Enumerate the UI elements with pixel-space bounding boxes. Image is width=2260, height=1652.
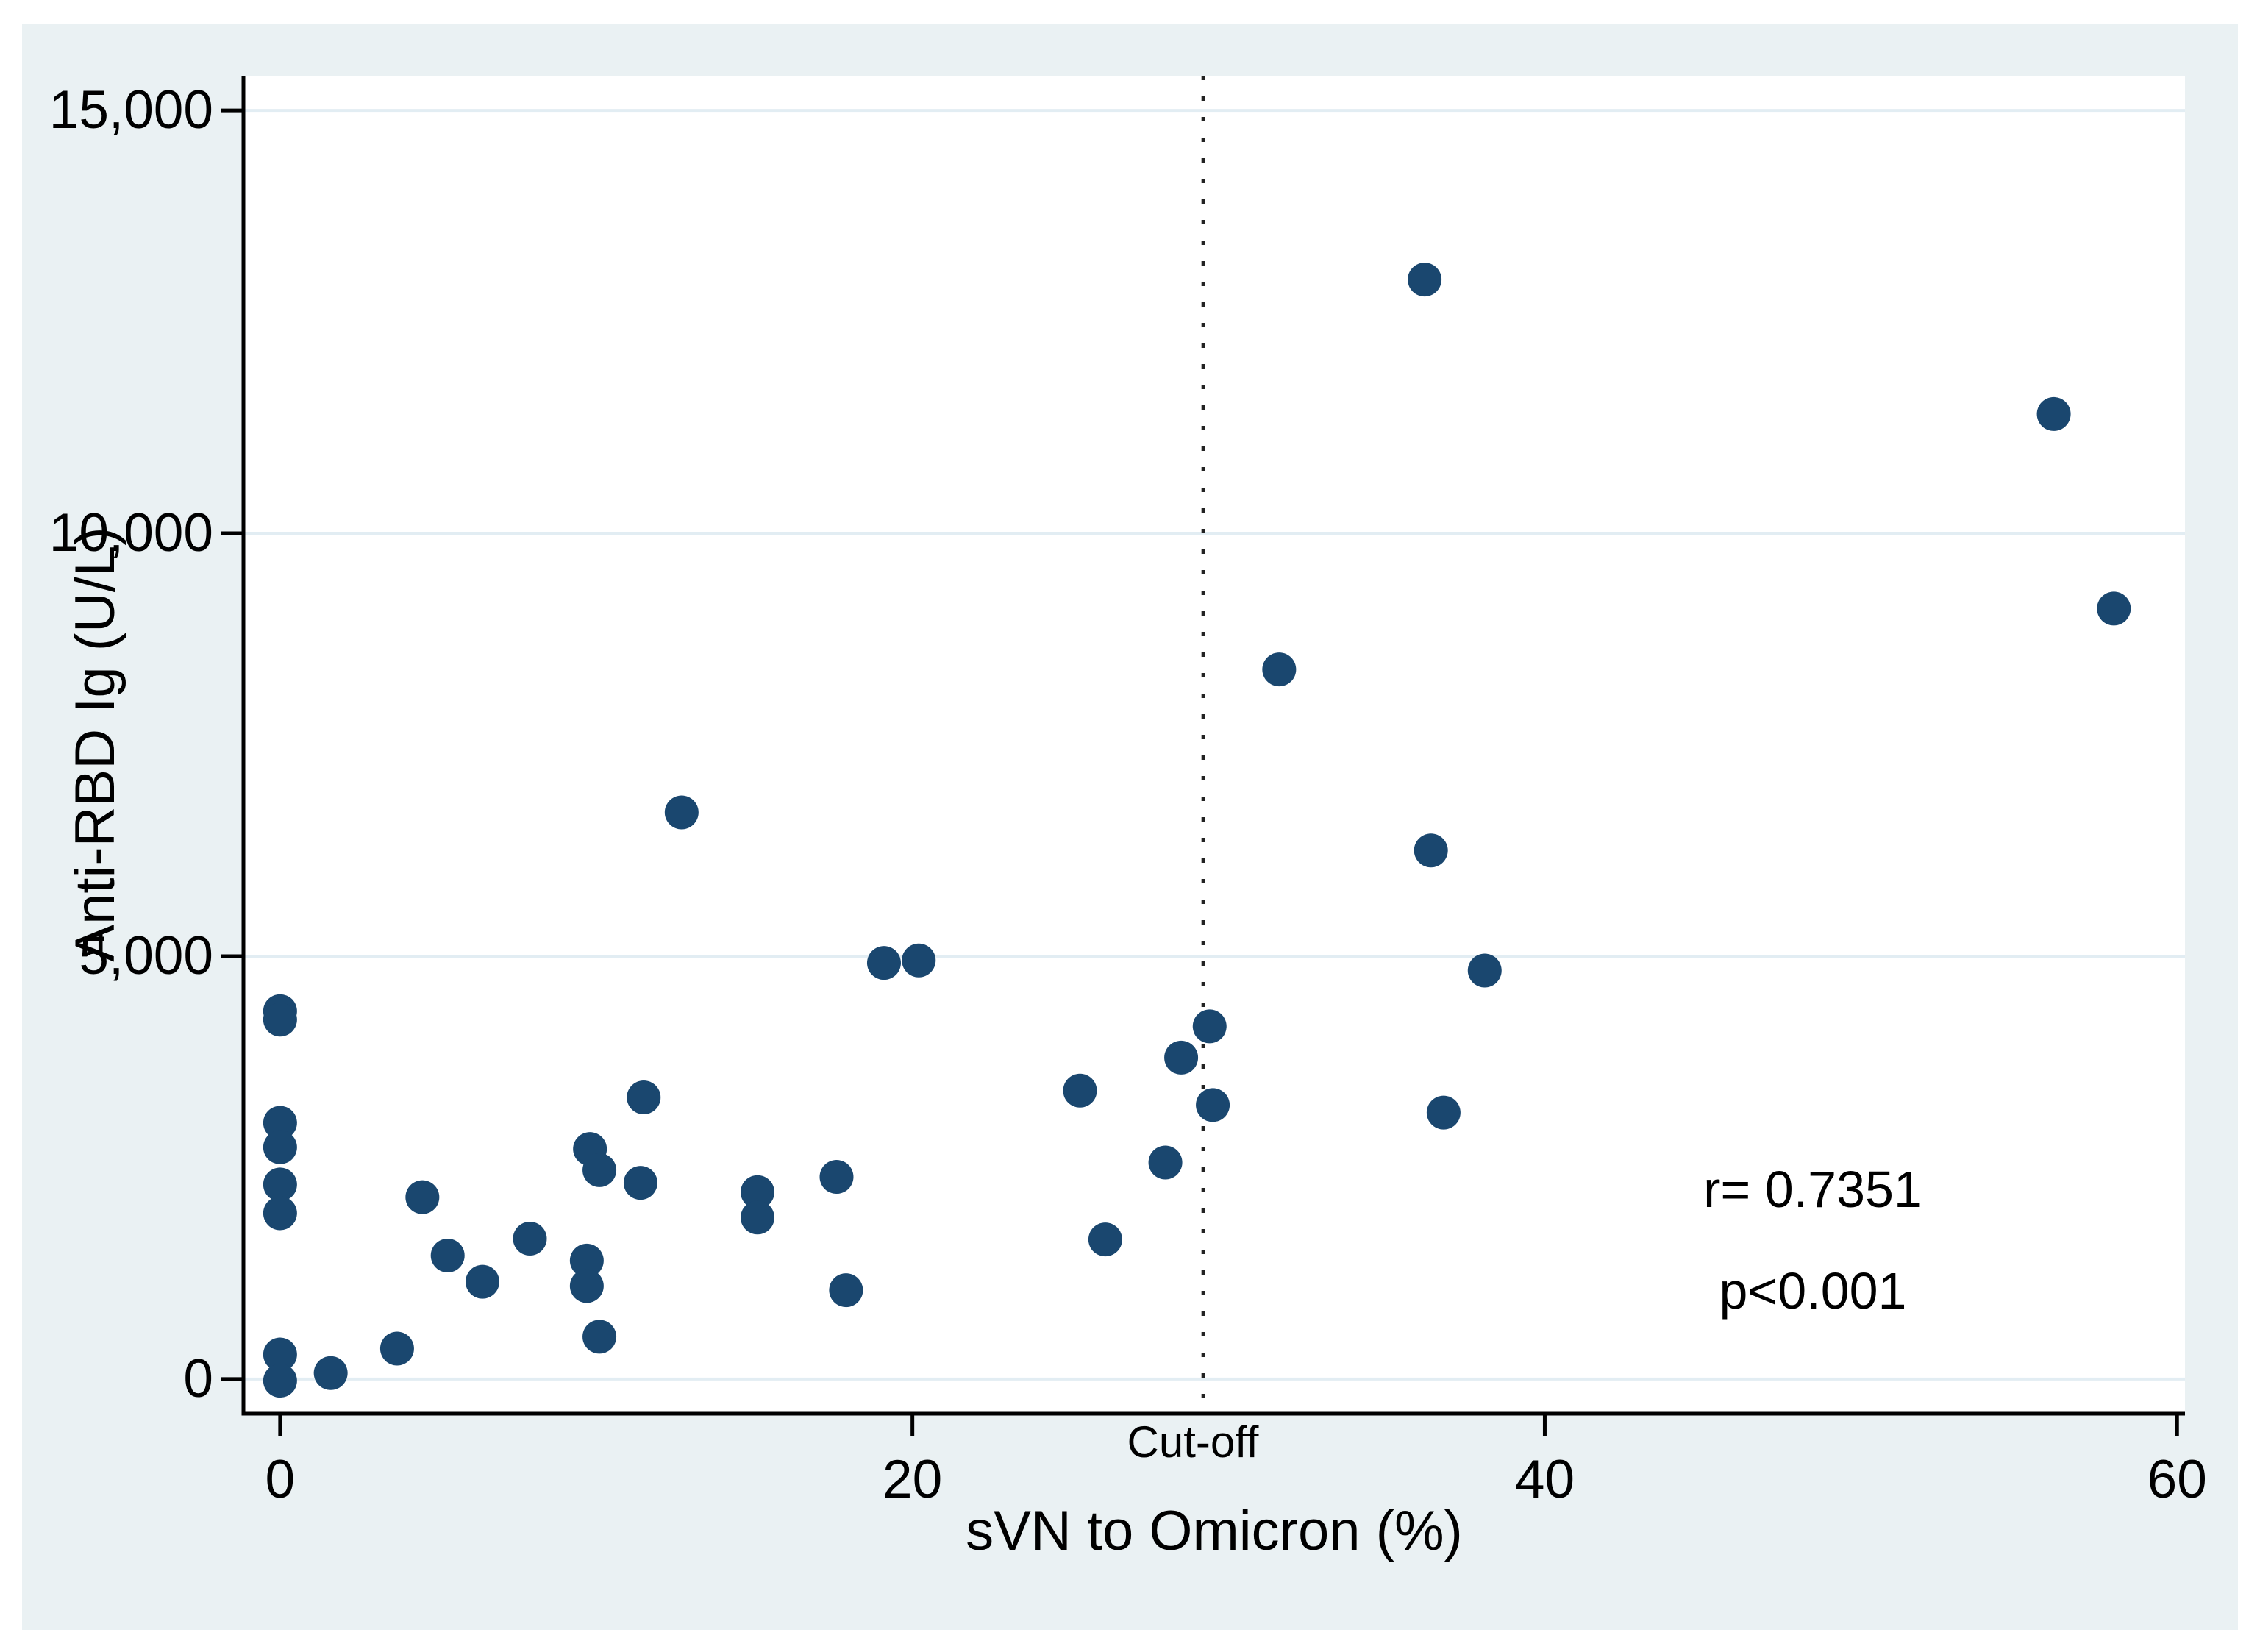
correlation-annotation: r= 0.7351 p<0.001 [1662,1139,1964,1342]
x-tick-label-20: 20 [883,1450,943,1509]
y-tick-label-15000: 15,000 [49,80,213,140]
p-value-text: p<0.001 [1719,1262,1907,1320]
data-point [263,1106,297,1140]
data-point [379,1331,414,1366]
data-point [1148,1145,1183,1180]
data-point [405,1180,440,1214]
data-point [902,943,936,978]
data-point [569,1243,604,1278]
data-point [741,1200,775,1235]
data-point [263,1364,297,1398]
data-point [1426,1095,1461,1130]
data-point [623,1166,657,1200]
data-point [263,1003,297,1037]
data-point [582,1153,617,1187]
data-point [263,1196,297,1231]
data-point [1063,1073,1097,1108]
data-point [1467,953,1502,988]
data-point [263,1167,297,1202]
data-point [263,1337,297,1372]
data-point [866,946,901,980]
data-point [430,1238,465,1272]
data-point [513,1221,547,1256]
data-point [1088,1222,1122,1257]
y-axis-label: Anti-RBD Ig (U/L) [64,527,126,962]
data-point [741,1175,775,1209]
data-point [1196,1088,1230,1122]
r-value-text: r= 0.7351 [1703,1161,1922,1218]
plot-area [243,76,2185,1414]
data-point [819,1160,854,1195]
x-tick-label-0: 0 [265,1450,296,1509]
data-point [569,1269,604,1303]
x-axis-label: sVN to Omicron (%) [966,1500,1463,1562]
data-point [1408,263,1442,297]
data-point [1414,833,1448,868]
data-point [466,1264,500,1299]
data-point [1262,652,1297,687]
cutoff-label: Cut-off [1127,1417,1259,1467]
y-tick-label-10000: 10,000 [49,503,213,563]
data-point [2097,591,2131,626]
data-point [1192,1009,1227,1044]
data-point [627,1080,661,1114]
y-tick-label-5000: 5,000 [79,925,213,986]
y-tick-label-0: 0 [183,1348,213,1409]
x-tick-label-60: 60 [2147,1450,2207,1509]
data-point [313,1356,348,1390]
data-point [829,1273,863,1308]
data-point [263,1130,297,1164]
x-tick-label-40: 40 [1514,1450,1575,1509]
data-point [582,1320,617,1354]
data-point [1164,1040,1199,1075]
data-point [664,795,699,830]
data-point [2036,396,2071,431]
